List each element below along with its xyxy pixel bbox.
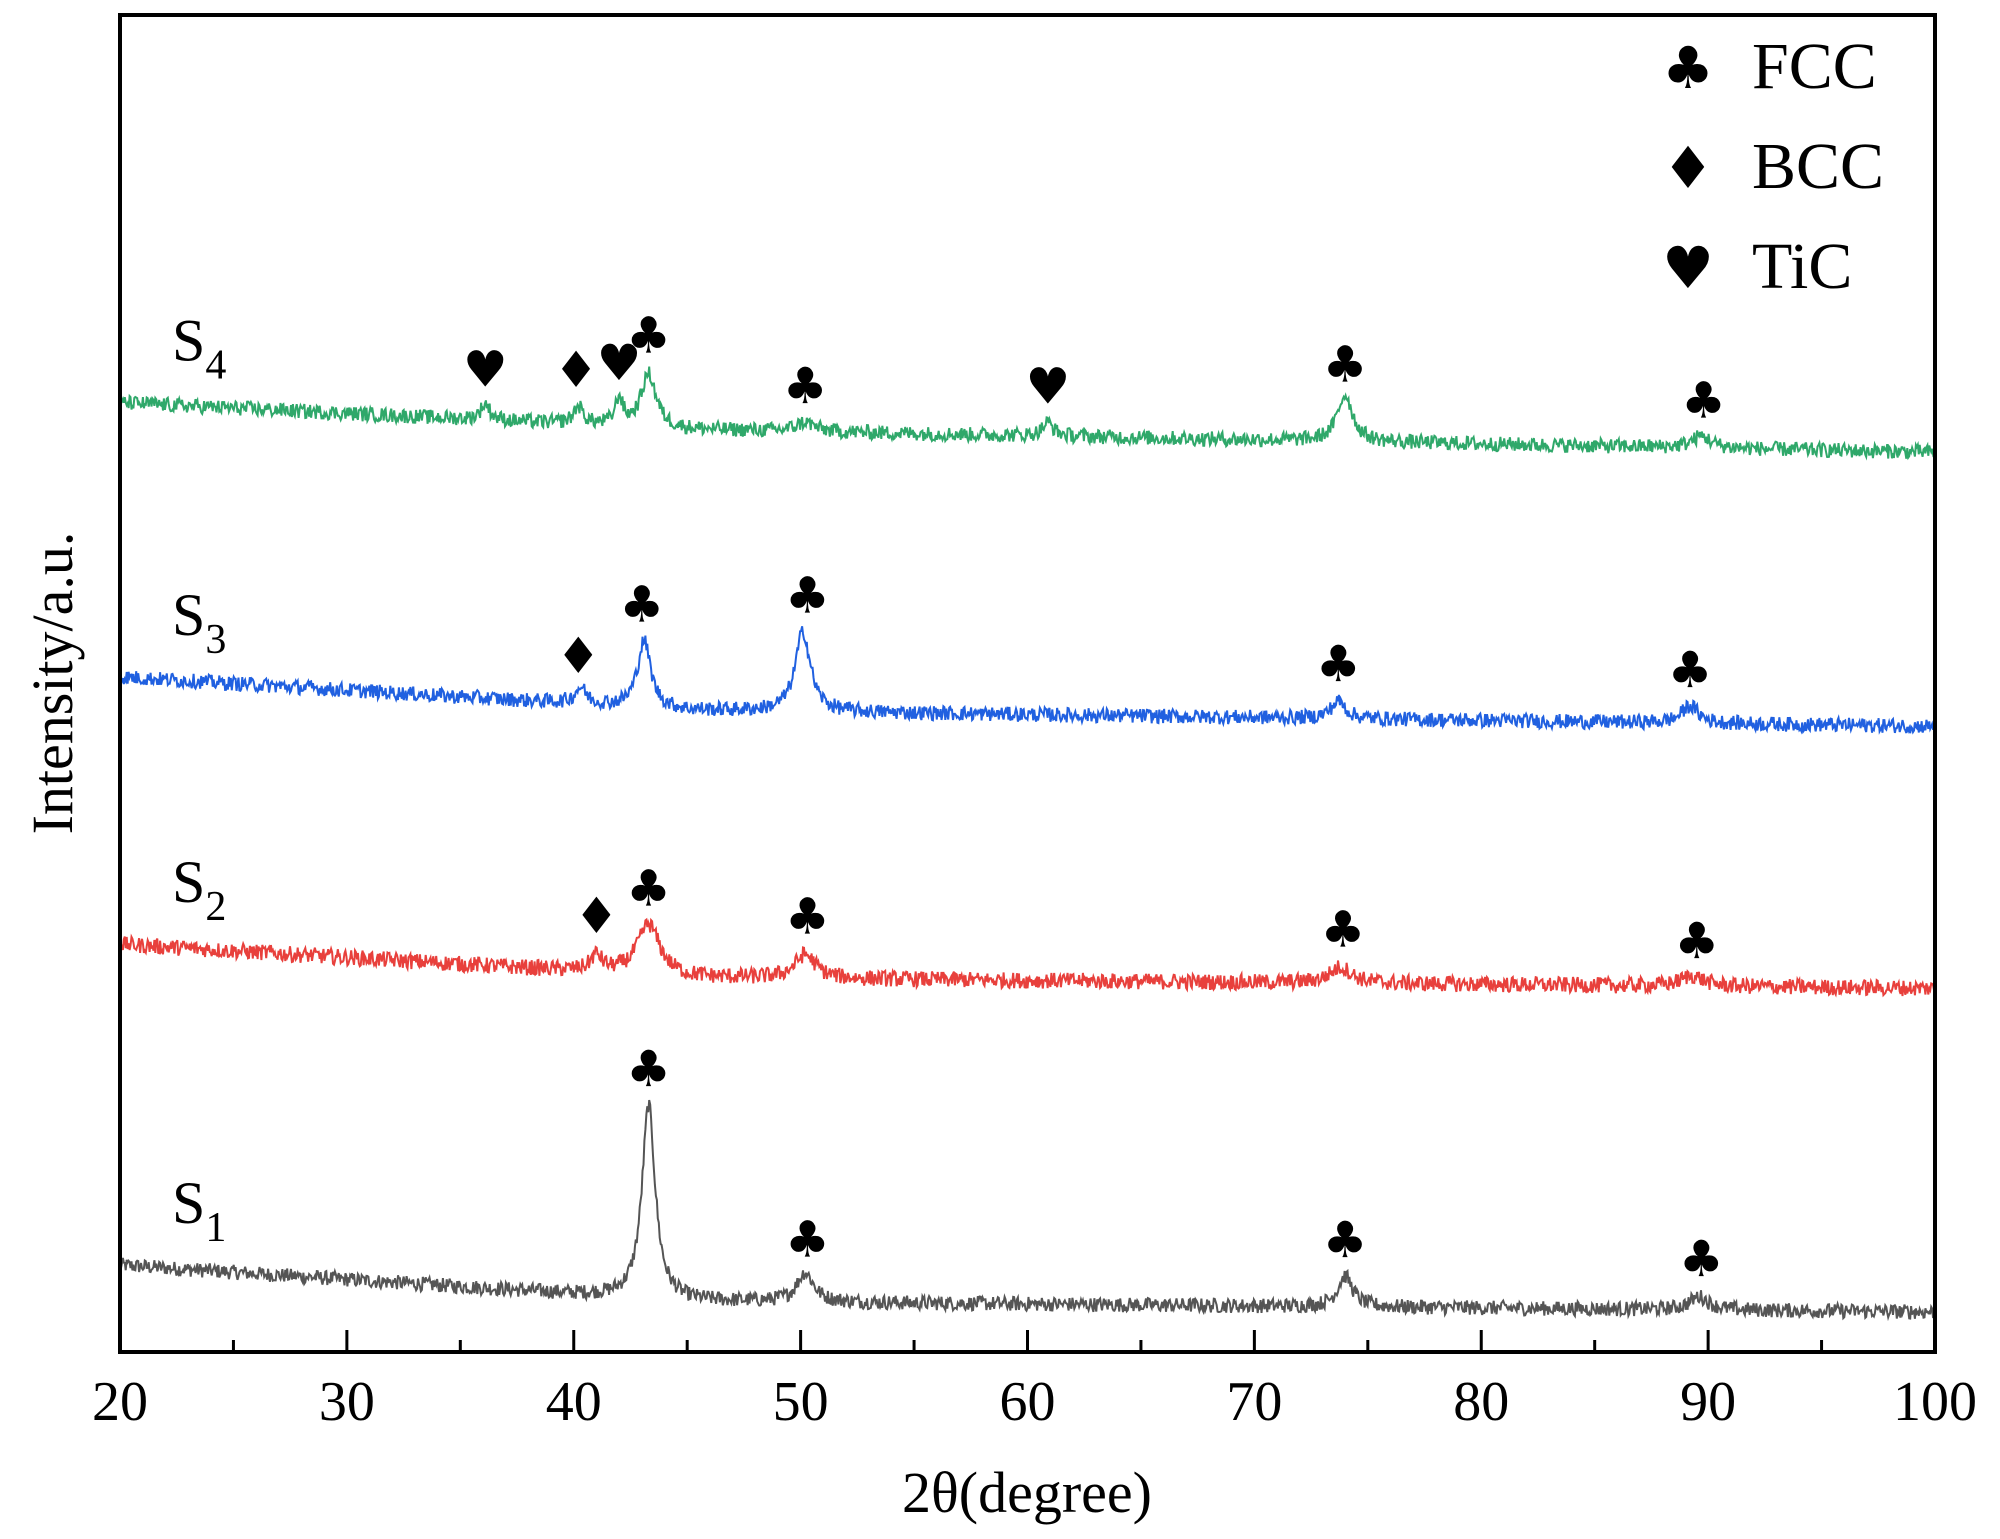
- peak-marker-s3-1: ♣: [619, 576, 664, 634]
- legend-label-bcc: BCC: [1752, 130, 1884, 203]
- x-tick-label: 70: [1226, 1371, 1282, 1433]
- series-line-s2: [119, 917, 1936, 998]
- peak-marker-s4-6: ♣: [1323, 336, 1368, 394]
- x-tick-label: 40: [546, 1371, 602, 1433]
- peak-marker-s2-1: ♣: [626, 860, 671, 918]
- sample-label-sub: 3: [205, 617, 226, 663]
- peak-marker-s4-1: ♦: [554, 341, 599, 399]
- peak-marker-s1-3: ♣: [1679, 1230, 1724, 1288]
- peak-marker-s4-3: ♣: [626, 307, 671, 365]
- series-line-s4: [119, 366, 1936, 461]
- peak-marker-s3-0: ♦: [556, 627, 601, 685]
- sample-label-s4: S4: [172, 308, 226, 389]
- peak-marker-s2-4: ♣: [1674, 912, 1719, 970]
- x-tick-label: 90: [1680, 1371, 1736, 1433]
- sample-label-sub: 4: [205, 343, 226, 389]
- x-tick-label: 20: [92, 1371, 148, 1433]
- peak-marker-s4-4: ♣: [783, 357, 828, 415]
- peak-marker-s2-0: ♦: [574, 887, 619, 945]
- sample-label-main: S: [172, 849, 205, 915]
- peak-marker-s2-2: ♣: [785, 888, 830, 946]
- peak-marker-s4-5: ♥: [1025, 357, 1070, 415]
- peak-marker-s4-0: ♥: [463, 340, 508, 398]
- peak-marker-s4-2: ♥: [597, 334, 642, 392]
- peak-marker-s1-0: ♣: [626, 1040, 671, 1098]
- sample-label-main: S: [172, 582, 205, 648]
- sample-label-main: S: [172, 1170, 205, 1236]
- peak-marker-s2-3: ♣: [1320, 901, 1365, 959]
- sample-label-sub: 2: [205, 884, 226, 930]
- x-axis-ticks: 20 30 40 50 60 70 80 90 100: [92, 1330, 1977, 1433]
- sample-label-main: S: [172, 308, 205, 374]
- x-tick-label: 100: [1893, 1371, 1977, 1433]
- peak-marker-s3-3: ♣: [1316, 635, 1361, 693]
- peak-marker-s1-2: ♣: [1323, 1211, 1368, 1269]
- peak-marker-s3-2: ♣: [785, 566, 830, 624]
- sample-label-s2: S2: [172, 849, 226, 930]
- sample-label-s3: S3: [172, 582, 226, 663]
- series-line-s3: [119, 626, 1936, 735]
- marker-layer: ♣♣ ♣ ♣♦ ♣ ♣ ♣ ♣♦♣ ♣♣ ♣♥ ♦♥♣♣ ♥ ♣♣: [463, 307, 1726, 1289]
- series-line-s1: [119, 1099, 1936, 1322]
- legend: ♣ FCC ♦ BCC ♥ TiC: [1662, 30, 1884, 303]
- x-tick-label: 50: [773, 1371, 829, 1433]
- sample-label-s1: S1: [172, 1170, 226, 1251]
- peak-marker-s1-1: ♣: [785, 1210, 830, 1268]
- peak-marker-s3-4: ♣: [1668, 641, 1713, 699]
- legend-label-fcc: FCC: [1752, 30, 1877, 103]
- series-layer: [119, 366, 1936, 1322]
- x-axis-title: 2θ(degree): [902, 1460, 1152, 1525]
- legend-symbol-tic: ♥: [1662, 234, 1714, 302]
- x-tick-label: 80: [1453, 1371, 1509, 1433]
- x-tick-label: 30: [319, 1371, 375, 1433]
- legend-symbol-bcc: ♦: [1662, 134, 1714, 202]
- peak-marker-s4-7: ♣: [1681, 372, 1726, 430]
- legend-label-tic: TiC: [1752, 230, 1852, 303]
- sample-label-sub: 1: [205, 1205, 226, 1251]
- y-axis-title: Intensity/a.u.: [20, 532, 85, 835]
- x-tick-label: 60: [1000, 1371, 1056, 1433]
- legend-symbol-fcc: ♣: [1662, 34, 1714, 102]
